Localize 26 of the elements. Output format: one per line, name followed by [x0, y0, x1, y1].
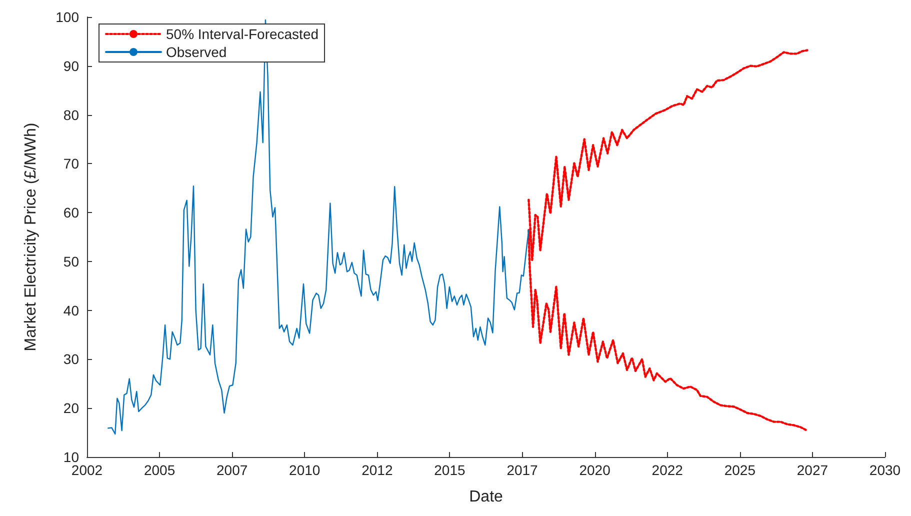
y-tick-label: 20: [63, 400, 80, 416]
x-tick-label: 2007: [216, 462, 248, 478]
legend-label: Observed: [166, 44, 227, 60]
x-tick-label: 2005: [144, 462, 176, 478]
x-tick-label: 2012: [362, 462, 393, 478]
y-tick-label: 90: [63, 58, 80, 74]
x-tick-label: 2017: [506, 462, 538, 478]
y-axis-title: Market Electricity Price (£/MWh): [22, 122, 40, 352]
y-tick-label: 80: [63, 106, 80, 123]
x-tick-label: 2022: [652, 462, 684, 478]
y-tick-label: 100: [56, 9, 80, 25]
x-tick-label: 2002: [71, 462, 103, 478]
y-tick-label: 10: [63, 449, 80, 465]
y-tick-label: 50: [63, 253, 80, 270]
x-tick-label: 2025: [724, 462, 756, 478]
x-tick-label: 2030: [869, 462, 901, 478]
y-tick-label: 70: [63, 156, 80, 172]
legend-label: 50% Interval-Forecasted: [166, 26, 319, 42]
y-tick-label: 60: [63, 204, 80, 221]
y-tick-label: 30: [63, 351, 80, 368]
x-tick-label: 2027: [796, 462, 828, 478]
x-axis-title: Date: [469, 488, 503, 506]
x-tick-label: 2020: [579, 462, 611, 478]
y-tick-label: 40: [63, 302, 80, 318]
x-tick-label: 2015: [434, 462, 466, 478]
x-tick-label: 2010: [289, 462, 320, 478]
